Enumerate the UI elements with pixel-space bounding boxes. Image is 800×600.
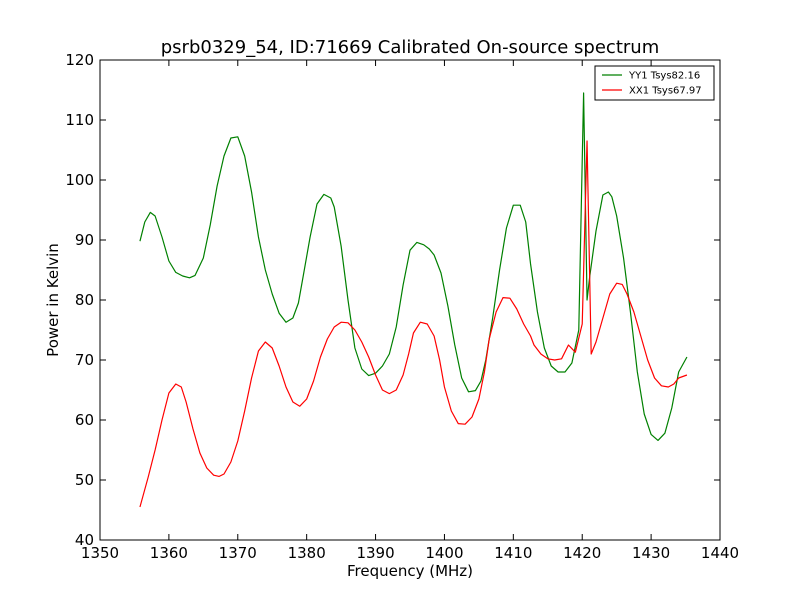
y-tick-label: 50 — [75, 471, 94, 489]
x-tick-label: 1350 — [81, 544, 119, 562]
y-tick-label: 70 — [75, 351, 94, 369]
y-tick-label: 120 — [65, 51, 94, 69]
legend-label-yy1: YY1 Tsys82.16 — [628, 71, 700, 82]
y-tick-label: 40 — [75, 531, 94, 549]
x-tick-label: 1390 — [356, 544, 394, 562]
y-tick-label: 110 — [65, 111, 94, 129]
legend-frame — [594, 65, 715, 101]
tick-layer: 1350 1360 1370 1380 1390 1400 1410 1420 1430 1440… — [65, 51, 739, 562]
series-line-1 — [139, 140, 688, 508]
x-tick-label: 1440 — [701, 544, 739, 562]
x-tick-label: 1430 — [632, 544, 670, 562]
x-tick-label: 1370 — [219, 544, 257, 562]
legend-label-xx1: XX1 Tsys67.97 — [629, 86, 702, 97]
series-layer — [139, 92, 688, 508]
x-axis-title: Frequency (MHz) — [347, 562, 473, 580]
y-tick-label: 60 — [75, 411, 94, 429]
y-tick-label: 80 — [75, 291, 94, 309]
x-tick-label: 1400 — [425, 544, 463, 562]
x-tick-label: 1410 — [494, 544, 532, 562]
x-tick-label: 1380 — [288, 544, 326, 562]
y-tick-label: 90 — [75, 231, 94, 249]
legend: YY1 Tsys82.16 XX1 Tsys67.97 — [594, 65, 715, 101]
series-line-0 — [139, 92, 688, 441]
x-tick-label: 1360 — [150, 544, 188, 562]
y-axis-title: Power in Kelvin — [44, 243, 62, 357]
chart-title: psrb0329_54, ID:71669 Calibrated On-sour… — [161, 37, 659, 58]
x-tick-label: 1420 — [563, 544, 601, 562]
y-tick-label: 100 — [65, 171, 94, 189]
plot-area: 1350 1360 1370 1380 1390 1400 1410 1420 1430 1440… — [65, 51, 739, 562]
